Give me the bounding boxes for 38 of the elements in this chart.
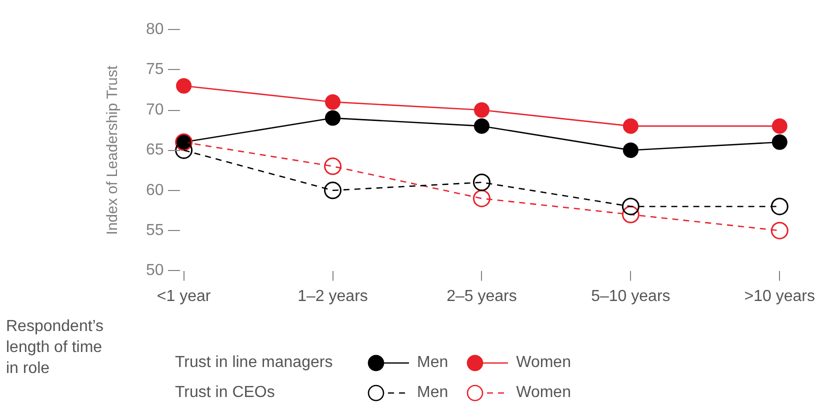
- legend-label: Men: [417, 384, 448, 402]
- x-tick-label: <1 year: [156, 288, 212, 305]
- x-axis-title: Respondent’s length of time in role: [6, 317, 105, 379]
- point: [474, 118, 490, 134]
- point: [175, 141, 193, 159]
- y-tick-label: 75: [146, 61, 164, 78]
- y-tick-label: 65: [146, 142, 164, 159]
- x-tick-label: 2–5 years: [446, 288, 517, 305]
- y-tick-label: 70: [146, 101, 164, 118]
- y-tick-label: 50: [146, 262, 164, 280]
- legend-label: Women: [516, 354, 571, 372]
- legend-label: Women: [516, 384, 571, 402]
- x-tick-label: 5–10 years: [591, 288, 670, 305]
- y-tick-label: 80: [146, 21, 164, 38]
- point: [324, 182, 342, 200]
- x-tick-label: >10 years: [744, 288, 816, 305]
- y-tick-label: 55: [146, 222, 164, 240]
- legend-label: Men: [417, 354, 448, 372]
- x-tick-label: 1–2 years: [298, 288, 368, 305]
- point: [324, 158, 342, 176]
- text: Trust in CEOs: [175, 384, 276, 402]
- point: [770, 222, 788, 240]
- point: [622, 118, 638, 134]
- point: [622, 206, 640, 224]
- point: [770, 198, 788, 216]
- point: [325, 110, 341, 126]
- point: [472, 190, 490, 208]
- y-tick-label: 60: [146, 182, 164, 199]
- y-axis-title: Index of Leadership Trust: [104, 64, 122, 235]
- point: [772, 134, 788, 150]
- point: [474, 102, 490, 118]
- point: [622, 198, 640, 216]
- point: [622, 142, 638, 158]
- point: [472, 174, 490, 192]
- text: Trust in line managers: [175, 354, 334, 372]
- point: [772, 118, 788, 134]
- point: [176, 78, 192, 94]
- point: [325, 94, 341, 110]
